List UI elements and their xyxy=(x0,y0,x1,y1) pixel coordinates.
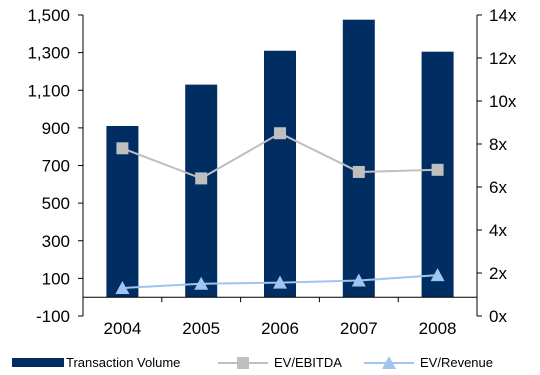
right-tick-label: 10x xyxy=(489,92,517,111)
point-EV/Revenue-2006 xyxy=(273,275,287,289)
left-tick-label: 500 xyxy=(42,194,70,213)
right-tick-label: 8x xyxy=(489,135,507,154)
left-tick-label: 700 xyxy=(42,157,70,176)
point-EV/Revenue-2004 xyxy=(115,281,130,295)
right-tick-label: 6x xyxy=(489,178,507,197)
right-tick-label: 14x xyxy=(489,6,517,25)
x-tick-label: 2005 xyxy=(182,319,220,338)
point-EV/EBITDA-2004 xyxy=(116,142,129,155)
point-EV/EBITDA-2007 xyxy=(352,165,365,178)
x-tick-label: 2006 xyxy=(261,319,299,338)
legend-label: EV/Revenue xyxy=(420,355,493,370)
right-tick-label: 0x xyxy=(489,307,507,326)
line-series xyxy=(115,127,445,295)
point-EV/EBITDA-2008 xyxy=(431,163,444,176)
right-axis-ticks: 0x 2x 4x 6x 8x 10x 12x 14x xyxy=(477,6,517,326)
left-tick-label: 1,500 xyxy=(27,6,70,25)
left-tick-label: 1,300 xyxy=(27,44,70,63)
point-EV/Revenue-2005 xyxy=(194,276,209,290)
bar-series xyxy=(106,19,454,298)
point-EV/EBITDA-2006 xyxy=(274,127,286,140)
right-tick-label: 4x xyxy=(489,221,507,240)
x-tick-label: 2008 xyxy=(419,319,457,338)
left-tick-label: 300 xyxy=(42,232,70,251)
bar-2006 xyxy=(264,50,296,298)
x-tick-label: 2007 xyxy=(340,319,378,338)
left-axis-ticks: -100 100 300 500 700 900 1,100 1,300 1,500 xyxy=(27,6,83,326)
x-tick-label: 2004 xyxy=(103,319,141,338)
point-EV/Revenue-2007 xyxy=(351,273,366,287)
bar-2004 xyxy=(106,125,139,298)
bar-2005 xyxy=(185,84,218,298)
point-EV/EBITDA-2005 xyxy=(195,172,208,185)
left-tick-label: 900 xyxy=(42,119,70,138)
left-tick-label: -100 xyxy=(36,307,70,326)
left-tick-label: 1,100 xyxy=(27,81,70,100)
right-tick-label: 2x xyxy=(489,264,507,283)
legend-marker xyxy=(237,357,249,369)
point-EV/Revenue-2008 xyxy=(430,268,445,282)
x-axis-ticks: 2004 2005 2006 2007 2008 xyxy=(103,297,457,338)
bar-2007 xyxy=(342,19,375,298)
right-tick-label: 12x xyxy=(489,49,517,68)
legend-marker xyxy=(382,356,396,369)
left-tick-label: 100 xyxy=(42,269,70,288)
legend-label: EV/EBITDA xyxy=(274,355,342,370)
legend-swatch-bar xyxy=(12,358,64,367)
legend: Transaction Volume EV/EBITDA EV/Revenue xyxy=(12,355,493,370)
legend-label: Transaction Volume xyxy=(66,355,180,370)
